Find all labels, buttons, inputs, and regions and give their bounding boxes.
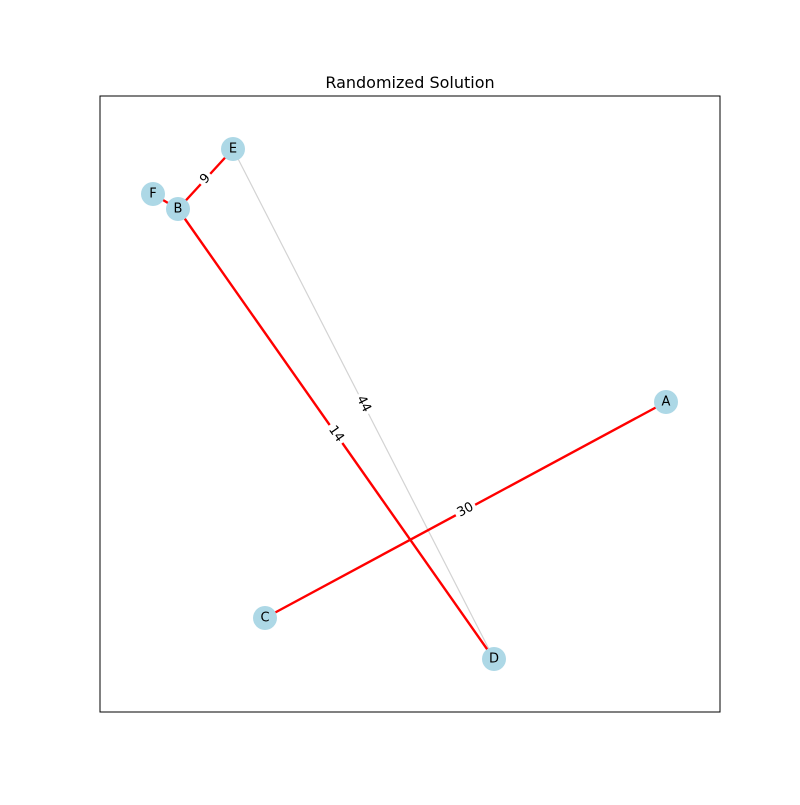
node-f: F [141, 182, 165, 206]
edge-weight-text: 44 [353, 393, 374, 415]
edge-label-background [452, 497, 479, 523]
node-label: C [260, 611, 269, 626]
node-circle [654, 390, 678, 414]
node-circle [141, 182, 165, 206]
edge-label-background [323, 420, 349, 448]
node-label: E [229, 142, 237, 157]
node-c: C [253, 606, 277, 630]
edge-weight-label-b-e: 9 [194, 168, 217, 190]
node-circle [253, 606, 277, 630]
node-a: A [654, 390, 678, 414]
edge-label-background [351, 390, 376, 418]
edges-layer [152, 148, 667, 660]
node-label: B [174, 202, 183, 217]
edge-labels-layer: 44 9 14 30 [194, 168, 479, 523]
node-label: D [489, 652, 499, 667]
edge-weight-label-b-d: 14 [323, 420, 349, 448]
node-b: B [166, 197, 190, 221]
node-circle [166, 197, 190, 221]
node-d: D [482, 647, 506, 671]
node-circle [221, 137, 245, 161]
node-e: E [221, 137, 245, 161]
edge-weight-text: 30 [455, 499, 477, 520]
node-label: F [149, 187, 156, 202]
edge-weight-label-e-d: 44 [351, 390, 376, 418]
edge-label-background [194, 168, 217, 190]
nodes-layer: A B C D E F [141, 137, 678, 671]
plot-frame [99, 95, 721, 713]
node-label: A [662, 395, 671, 410]
plot-title: Randomized Solution [325, 73, 494, 92]
edge-weight-label-c-a: 30 [452, 497, 479, 523]
node-circle [482, 647, 506, 671]
